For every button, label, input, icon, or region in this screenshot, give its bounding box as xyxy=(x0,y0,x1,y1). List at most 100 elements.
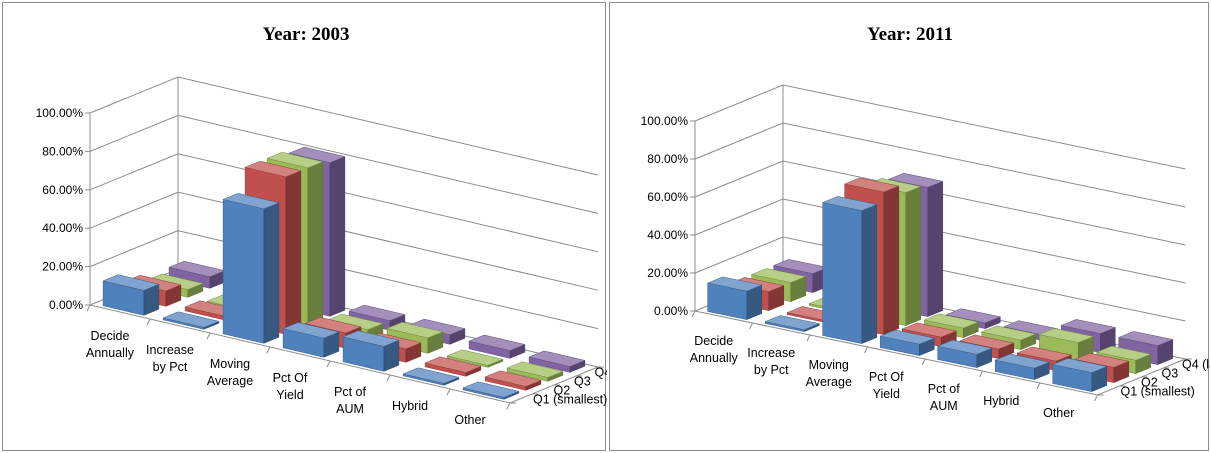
bar xyxy=(222,193,280,344)
x-category-label: Decide Annually xyxy=(86,329,135,360)
y-tick-label: 60.00% xyxy=(42,183,83,197)
bar-top-face xyxy=(446,349,504,366)
x-tick-mark xyxy=(1094,394,1098,402)
bar xyxy=(102,274,160,316)
y-tick-label: 0.00% xyxy=(49,298,83,312)
x-category-label-line: AUM xyxy=(930,399,958,413)
bar-top-face xyxy=(288,146,346,163)
bar-top-face xyxy=(901,322,958,338)
y-tick-label: 20.00% xyxy=(647,266,688,280)
bar-top-face xyxy=(468,334,526,351)
x-category-label-line: Pct Of xyxy=(869,370,904,384)
y-tick-label: 80.00% xyxy=(42,144,83,158)
bar-top-face xyxy=(102,274,160,291)
bar xyxy=(764,315,821,332)
bar-top-face xyxy=(980,325,1037,341)
chart-title: Year: 2003 xyxy=(262,24,349,45)
chart-panel-2011: Year: 2011 0.00% 20.00% 40.00% 60.00% 80.00% 1… xyxy=(609,2,1210,451)
bar-side-face xyxy=(927,180,944,317)
series-label: Q3 xyxy=(1162,367,1179,381)
bar-top-face xyxy=(1051,358,1108,373)
bar xyxy=(446,349,504,368)
bar-top-face xyxy=(348,304,406,321)
bar-top-face xyxy=(1060,319,1117,334)
x-category-label-line: Yield xyxy=(276,388,303,402)
x-tick-mark xyxy=(806,334,811,342)
bar-top-face xyxy=(843,177,900,193)
x-tick-mark xyxy=(146,318,151,326)
bar-top-face xyxy=(266,151,324,169)
y-tick-label: 100.00% xyxy=(641,114,689,128)
x-tick-mark xyxy=(266,346,271,354)
bar xyxy=(528,350,586,373)
x-category-label-line: Pct of xyxy=(928,382,960,396)
bar xyxy=(821,196,878,344)
bar-top-face xyxy=(484,370,542,387)
bar xyxy=(468,334,526,359)
bar-top-face xyxy=(936,339,993,355)
bar-top-face xyxy=(1073,352,1130,368)
x-tick-mark xyxy=(749,322,753,330)
bar xyxy=(506,361,564,382)
bar-top-face xyxy=(1117,331,1174,346)
x-category-label-line: Hybrid xyxy=(983,394,1019,408)
x-category-label-line: Increase xyxy=(747,346,795,360)
bar xyxy=(462,381,520,400)
bar-top-face xyxy=(222,193,280,210)
y-tick-label: 100.00% xyxy=(36,106,84,120)
series-1 xyxy=(102,193,520,400)
x-category-label: Pct Of Yield xyxy=(869,370,904,401)
bar-top-face xyxy=(879,329,936,345)
series-1 xyxy=(706,196,1108,392)
x-tick-mark xyxy=(206,332,211,340)
bar xyxy=(879,329,936,356)
x-category-label: Pct Of Yield xyxy=(273,371,308,402)
y-tick-label: 20.00% xyxy=(42,260,83,274)
bar-side-face xyxy=(905,186,922,326)
bar-side-face xyxy=(285,170,302,335)
bar xyxy=(994,353,1051,380)
bar-top-face xyxy=(821,196,878,211)
bar-side-face xyxy=(883,185,900,335)
bar-top-face xyxy=(1016,346,1073,362)
bar-top-face xyxy=(304,317,362,334)
bar-top-face xyxy=(424,356,482,373)
chart-title: Year: 2011 xyxy=(867,24,953,45)
x-category-label: Increase by Pct xyxy=(146,343,194,374)
bar-top-face xyxy=(945,308,1002,324)
x-category-label: Pct of AUM xyxy=(334,385,366,416)
y-tick-label: 80.00% xyxy=(647,152,688,166)
x-category-label-line: Annually xyxy=(86,346,135,360)
x-category-label-line: by Pct xyxy=(754,363,789,377)
bar-front-face xyxy=(222,199,265,344)
series-label: Q4 (largest) xyxy=(1182,358,1210,372)
bar-top-face xyxy=(462,381,520,398)
bar-top-face xyxy=(958,334,1015,350)
x-category-label-line: Other xyxy=(454,413,485,427)
series-label: Q2 xyxy=(1141,376,1158,390)
bar-top-face xyxy=(994,353,1051,369)
series-label: Q1 (smallest) xyxy=(1121,385,1195,399)
series-label: Q4 (largest) xyxy=(595,366,608,380)
bar xyxy=(402,367,460,386)
x-tick-mark xyxy=(1036,382,1041,390)
bar-top-face xyxy=(1095,345,1152,361)
bar xyxy=(1051,358,1108,392)
y-tick-label: 0.00% xyxy=(654,304,688,318)
bar-top-face xyxy=(706,276,763,292)
x-category-label: Other xyxy=(1043,406,1074,420)
x-tick-mark xyxy=(864,346,868,354)
bar-top-face xyxy=(750,268,807,283)
bar-top-face xyxy=(528,350,586,367)
x-category-label: Other xyxy=(454,413,485,427)
x-category-label: Hybrid xyxy=(983,394,1019,408)
series-label: Q2 xyxy=(554,384,571,398)
bar-side-face xyxy=(861,204,878,344)
y-tick-label: 40.00% xyxy=(647,228,688,242)
series-label: Q3 xyxy=(574,375,591,389)
x-tick-mark xyxy=(86,304,91,312)
x-category-label-line: Increase xyxy=(146,343,194,357)
series-label: Q1 (smallest) xyxy=(533,393,607,407)
x-category-label-line: by Pct xyxy=(153,360,188,374)
bar-top-face xyxy=(923,313,980,329)
